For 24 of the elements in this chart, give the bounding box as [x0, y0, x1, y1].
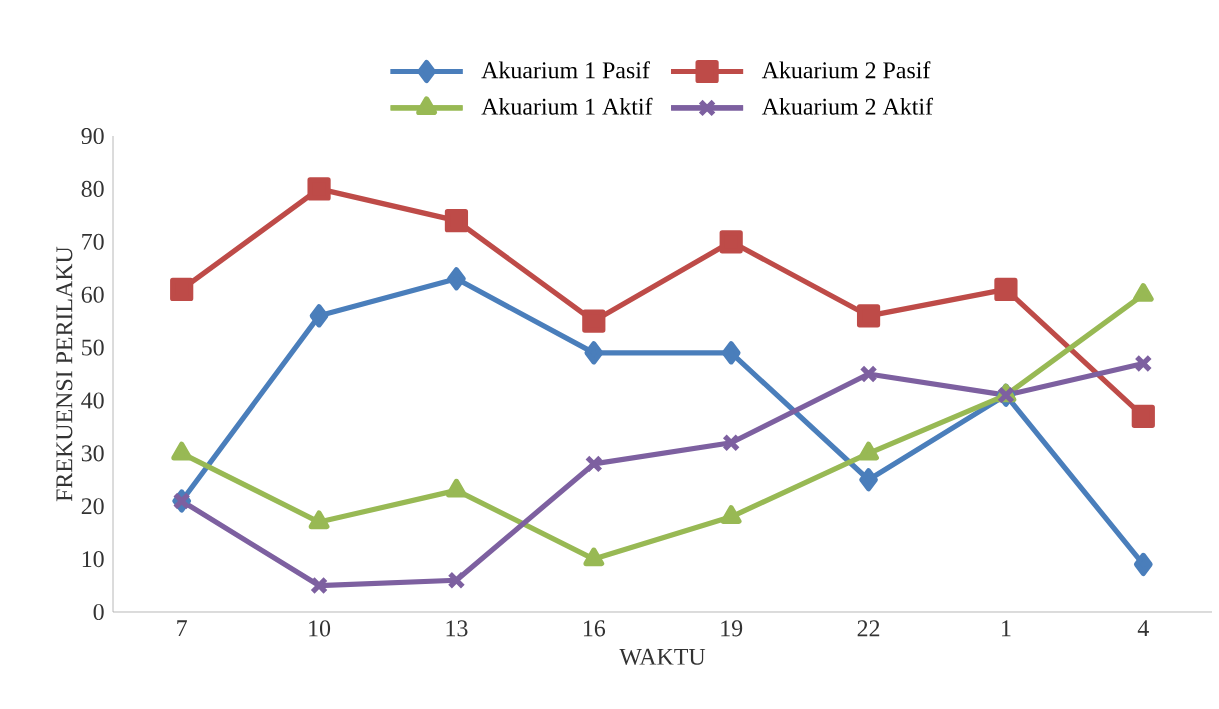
y-tick-label: 20 — [81, 498, 104, 515]
y-tick-label: 10 — [82, 551, 104, 568]
y-tick-label: 60 — [81, 286, 104, 303]
legend-label: Akuarium 1 Pasif — [481, 61, 650, 79]
x-tick-label: 7 — [177, 620, 187, 637]
x-tick-label: 1 — [1002, 620, 1011, 637]
x-tick-label: 22 — [857, 620, 880, 637]
y-tick-label: 90 — [81, 127, 104, 145]
y-tick-label: 30 — [81, 445, 104, 462]
legend-label: Akuarium 2 Pasif — [761, 61, 931, 79]
x-tick-label: 13 — [446, 620, 468, 637]
x-tick-label: 4 — [1137, 620, 1149, 637]
y-axis-title: FREKUENSI PERILAKU — [56, 246, 73, 502]
x-axis-title: WAKTU — [619, 648, 706, 665]
legend-label: Akuarium 2 Aktif — [761, 97, 934, 115]
x-tick-label: 10 — [309, 620, 331, 637]
x-tick-label: 16 — [583, 620, 606, 637]
x-tick-label: 19 — [721, 620, 743, 637]
y-tick-label: 40 — [81, 392, 104, 409]
legend-label: Akuarium 1 Aktif — [481, 97, 653, 115]
y-tick-label: 80 — [81, 180, 104, 197]
y-tick-label: 0 — [93, 603, 104, 621]
y-tick-label: 50 — [82, 339, 104, 356]
y-tick-label: 70 — [82, 233, 104, 250]
